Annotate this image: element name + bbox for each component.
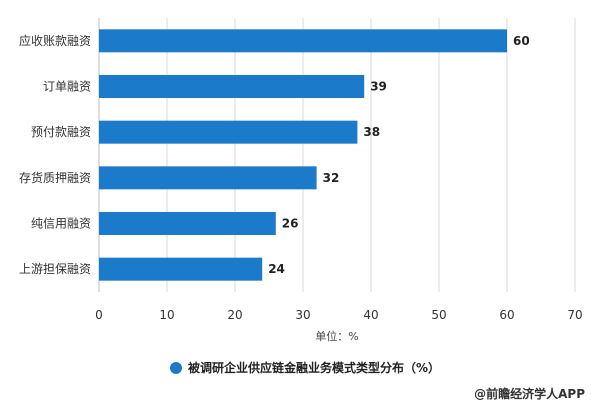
data-labels: 60 39 38 32 26 24 (268, 34, 530, 276)
x-tick-label: 50 (431, 308, 446, 322)
gridlines (98, 18, 576, 292)
x-tick-label: 60 (499, 308, 514, 322)
data-label: 39 (370, 80, 387, 94)
bars (99, 29, 507, 281)
source-watermark: @前瞻经济学人APP (474, 386, 585, 401)
x-tick-label: 20 (227, 308, 242, 322)
category-label: 存货质押融资 (19, 170, 91, 185)
bar (99, 212, 276, 235)
category-label: 上游担保融资 (19, 262, 91, 276)
bar (99, 166, 317, 190)
bar (99, 29, 507, 53)
x-tick-label: 40 (363, 308, 378, 322)
bar (99, 120, 358, 144)
x-tick-label: 10 (159, 308, 174, 322)
data-label: 32 (323, 171, 340, 185)
x-tick-labels: 0 10 20 30 40 50 60 70 (95, 308, 582, 322)
legend: 被调研企业供应链金融业务模式类型分布（%） (170, 360, 440, 375)
x-tick-label: 30 (295, 308, 310, 322)
bar (99, 257, 263, 281)
x-axis-title: 单位：% (315, 329, 358, 343)
data-label: 26 (282, 217, 299, 231)
data-label: 24 (268, 262, 285, 276)
x-tick-label: 0 (95, 308, 103, 322)
x-tick-label: 70 (567, 308, 582, 322)
data-label: 60 (513, 34, 530, 48)
data-label: 38 (363, 125, 380, 139)
category-label: 应收账款融资 (19, 33, 91, 48)
category-label: 纯信用融资 (31, 217, 91, 231)
category-label: 订单融资 (43, 80, 91, 94)
bar (99, 75, 365, 98)
category-label: 预付款融资 (31, 125, 91, 139)
legend-marker (170, 362, 182, 374)
legend-label: 被调研企业供应链金融业务模式类型分布（%） (188, 360, 440, 375)
